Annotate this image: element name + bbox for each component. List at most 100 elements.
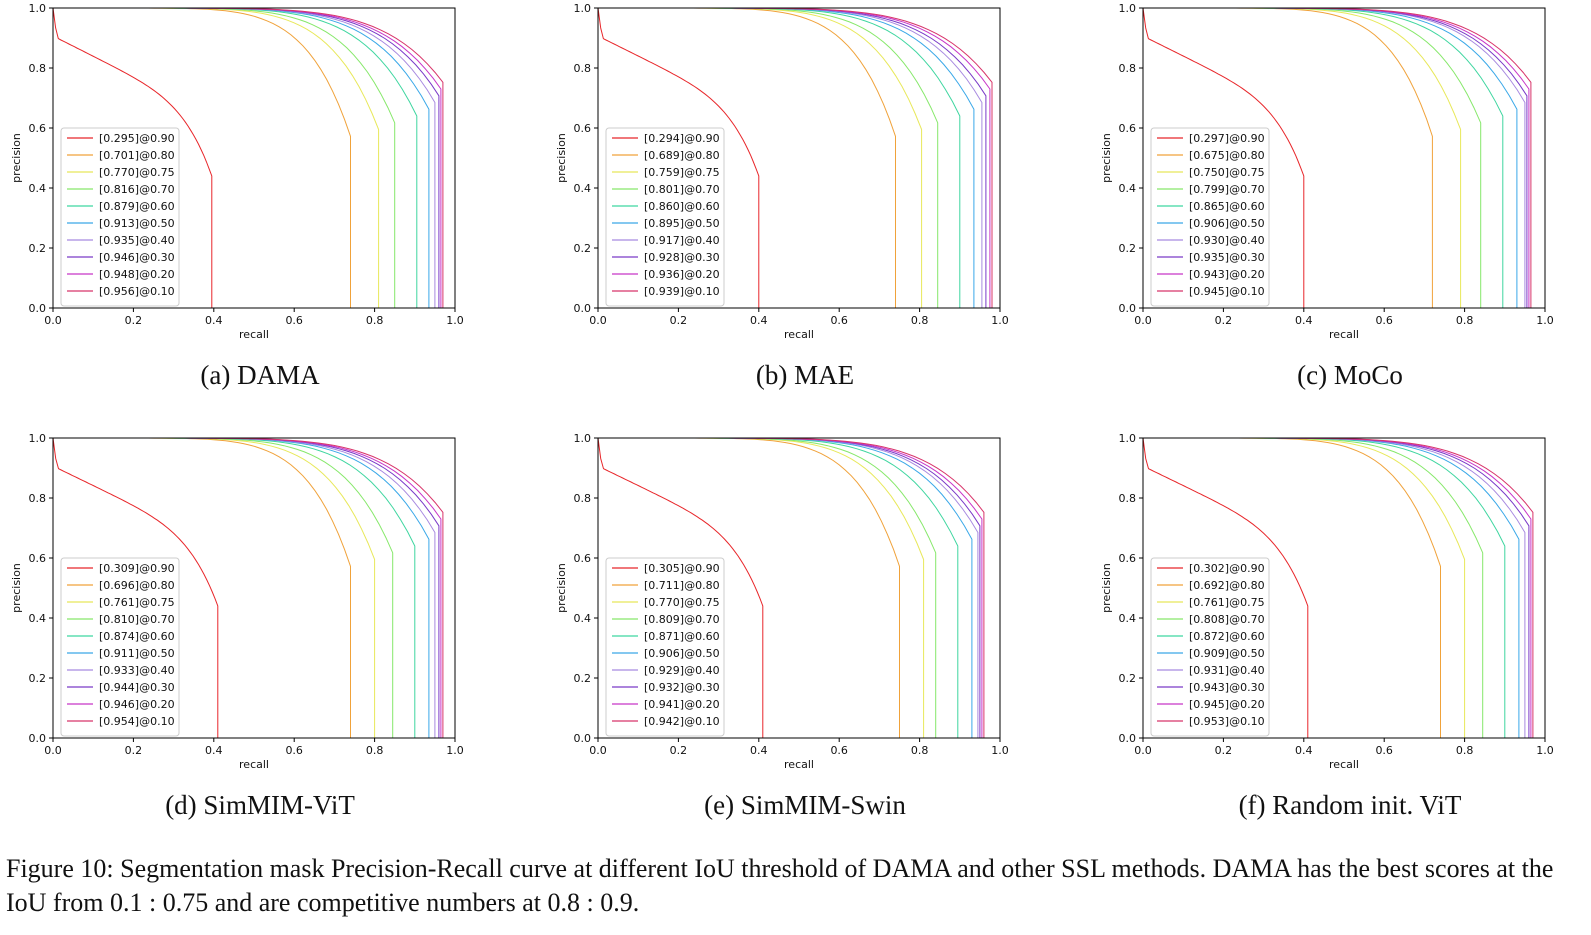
- legend-entry: [0.895]@0.50: [644, 217, 720, 230]
- y-tick-label: 0.6: [1119, 122, 1137, 135]
- y-tick-label: 0.0: [574, 732, 592, 745]
- y-axis-label: precision: [555, 563, 568, 613]
- y-tick-label: 0.0: [1119, 302, 1137, 315]
- legend-entry: [0.750]@0.75: [1189, 166, 1265, 179]
- axes-frame: [1142, 7, 1546, 309]
- y-tick-label: 0.8: [29, 492, 47, 505]
- y-axis-label: precision: [555, 133, 568, 183]
- legend-entry: [0.879]@0.60: [99, 200, 175, 213]
- y-tick-label: 0.0: [574, 302, 592, 315]
- legend-entry: [0.909]@0.50: [1189, 647, 1265, 660]
- axes-frame: [597, 437, 1001, 739]
- y-tick-label: 0.4: [574, 182, 592, 195]
- x-tick-label: 0.8: [1456, 744, 1474, 757]
- axes-frame: [52, 7, 456, 309]
- legend-entry: [0.759]@0.75: [644, 166, 720, 179]
- y-axis-label: precision: [10, 133, 23, 183]
- pr-curve-iou-0.90: [598, 7, 1000, 308]
- y-tick-label: 0.2: [1119, 672, 1137, 685]
- legend-entry: [0.939]@0.10: [644, 285, 720, 298]
- legend-entry: [0.770]@0.75: [644, 596, 720, 609]
- legend-entry: [0.906]@0.50: [644, 647, 720, 660]
- x-tick-label: 0.2: [1215, 744, 1233, 757]
- y-axis-label: precision: [1100, 133, 1113, 183]
- legend-entry: [0.302]@0.90: [1189, 562, 1265, 575]
- legend-entry: [0.936]@0.20: [644, 268, 720, 281]
- y-tick-label: 0.4: [574, 612, 592, 625]
- y-tick-label: 0.2: [29, 242, 47, 255]
- y-tick-label: 0.0: [29, 732, 47, 745]
- legend: [0.297]@0.90 [0.675]@0.80 [0.750]@0.75 [0.7…: [1150, 127, 1270, 307]
- panel-random-init-vit: 0.0 0.2 0.4 0.6 0.8 1.0 0.0 0.2 0.4 0.6 0.8 1.0 reca…: [1090, 430, 1591, 830]
- legend-entry: [0.761]@0.75: [99, 596, 175, 609]
- x-axis-label: recall: [1329, 328, 1359, 341]
- y-tick-label: 0.8: [1119, 62, 1137, 75]
- x-tick-label: 0.8: [911, 744, 929, 757]
- legend-entry: [0.692]@0.80: [1189, 579, 1265, 592]
- legend: [0.294]@0.90 [0.689]@0.80 [0.759]@0.75 [0.8…: [605, 127, 725, 307]
- x-tick-label: 0.4: [750, 314, 768, 327]
- legend-entry: [0.929]@0.40: [644, 664, 720, 677]
- legend-entry: [0.809]@0.70: [644, 613, 720, 626]
- pr-chart-mae: 0.0 0.2 0.4 0.6 0.8 1.0 0.0 0.2 0.4 0.6 0.8 1.0 reca…: [555, 2, 1009, 341]
- legend-entry: [0.865]@0.60: [1189, 200, 1265, 213]
- x-tick-label: 1.0: [991, 314, 1009, 327]
- y-tick-label: 0.8: [574, 492, 592, 505]
- legend-entry: [0.946]@0.30: [99, 251, 175, 264]
- legend-entry: [0.931]@0.40: [1189, 664, 1265, 677]
- x-axis-label: recall: [784, 758, 814, 771]
- legend-entry: [0.872]@0.60: [1189, 630, 1265, 643]
- legend-entry: [0.944]@0.30: [99, 681, 175, 694]
- x-axis-label: recall: [784, 328, 814, 341]
- pr-curve-iou-0.90: [53, 7, 455, 308]
- x-tick-label: 1.0: [446, 744, 464, 757]
- x-tick-label: 0.4: [205, 314, 223, 327]
- y-tick-label: 0.2: [574, 672, 592, 685]
- legend-entry: [0.913]@0.50: [99, 217, 175, 230]
- x-tick-label: 0.0: [1134, 314, 1152, 327]
- x-tick-label: 0.6: [285, 314, 303, 327]
- legend-entry: [0.871]@0.60: [644, 630, 720, 643]
- panel-simmim-swin: 0.0 0.2 0.4 0.6 0.8 1.0 0.0 0.2 0.4 0.6 0.8 1.0 reca…: [545, 430, 1065, 830]
- legend-entry: [0.932]@0.30: [644, 681, 720, 694]
- legend-entry: [0.946]@0.20: [99, 698, 175, 711]
- legend-entry: [0.928]@0.30: [644, 251, 720, 264]
- x-tick-label: 0.8: [911, 314, 929, 327]
- legend-entry: [0.711]@0.80: [644, 579, 720, 592]
- pr-curve-iou-0.90: [1143, 437, 1545, 738]
- y-tick-label: 0.8: [1119, 492, 1137, 505]
- legend-entry: [0.953]@0.10: [1189, 715, 1265, 728]
- legend-entry: [0.948]@0.20: [99, 268, 175, 281]
- x-tick-label: 0.0: [589, 744, 607, 757]
- legend-entry: [0.943]@0.30: [1189, 681, 1265, 694]
- legend-entry: [0.294]@0.90: [644, 132, 720, 145]
- x-tick-label: 0.4: [750, 744, 768, 757]
- x-tick-label: 1.0: [991, 744, 1009, 757]
- legend-entry: [0.935]@0.40: [99, 234, 175, 247]
- y-tick-label: 0.4: [29, 612, 47, 625]
- legend-entry: [0.917]@0.40: [644, 234, 720, 247]
- pr-curve-iou-0.90: [53, 437, 455, 738]
- axes-frame: [1142, 437, 1546, 739]
- x-tick-label: 0.2: [125, 314, 143, 327]
- x-tick-label: 0.6: [1375, 744, 1393, 757]
- y-tick-label: 0.6: [29, 122, 47, 135]
- panel-caption: (b) MAE: [755, 360, 855, 390]
- x-tick-label: 0.6: [830, 744, 848, 757]
- x-tick-label: 1.0: [446, 314, 464, 327]
- panel-dama: 0.0 0.2 0.4 0.6 0.8 1.0 0.0 0.2 0.4 0.6 0.8 1.0 reca…: [0, 0, 520, 400]
- legend-entry: [0.309]@0.90: [99, 562, 175, 575]
- legend-entry: [0.941]@0.20: [644, 698, 720, 711]
- x-tick-label: 0.2: [1215, 314, 1233, 327]
- x-tick-label: 0.6: [830, 314, 848, 327]
- legend: [0.302]@0.90 [0.692]@0.80 [0.761]@0.75 [0.8…: [1150, 557, 1270, 737]
- y-tick-label: 0.0: [29, 302, 47, 315]
- axes-frame: [52, 437, 456, 739]
- x-tick-label: 0.6: [1375, 314, 1393, 327]
- y-tick-label: 0.4: [1119, 182, 1137, 195]
- legend: [0.305]@0.90 [0.711]@0.80 [0.770]@0.75 [0.8…: [605, 557, 725, 737]
- legend-entry: [0.297]@0.90: [1189, 132, 1265, 145]
- legend-entry: [0.816]@0.70: [99, 183, 175, 196]
- y-tick-label: 1.0: [1119, 2, 1137, 15]
- pr-chart-simmim-vit: 0.0 0.2 0.4 0.6 0.8 1.0 0.0 0.2 0.4 0.6 0.8 1.0 reca…: [10, 432, 464, 771]
